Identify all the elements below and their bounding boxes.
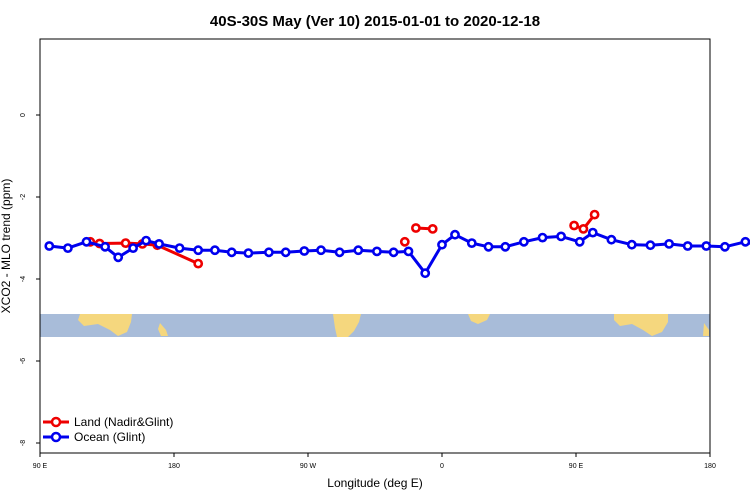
ocean-data-point: [437, 239, 447, 250]
ocean-data-point: [243, 248, 254, 258]
ocean-data-point: [626, 239, 637, 250]
y-tick-label: -6: [20, 358, 27, 364]
land-data-point: [569, 220, 579, 231]
ocean-data-point: [483, 241, 494, 252]
map-land-australia-repeat: [614, 314, 668, 336]
ocean-data-point: [388, 247, 399, 258]
map-land-africa: [468, 314, 490, 324]
y-tick-label: -2: [20, 194, 27, 200]
legend-ocean-marker: [50, 431, 62, 443]
y-tick-label: -8: [20, 440, 27, 446]
y-axis-label: XCO2 - MLO trend (ppm): [0, 179, 13, 314]
ocean-data-point: [154, 238, 164, 249]
x-tick-label: 180: [168, 463, 180, 470]
legend-land-marker: [50, 416, 62, 428]
ocean-data-point: [226, 247, 237, 258]
map-land-new-zealand-repeat: [703, 323, 709, 336]
ocean-data-point: [420, 268, 431, 279]
legend: Land (Nadir&Glint) Ocean (Glint): [43, 415, 173, 444]
y-tick-label: 0: [20, 113, 27, 117]
map-strip: [40, 314, 710, 337]
ocean-data-point: [537, 232, 548, 243]
ocean-data-point: [450, 229, 460, 240]
land-data-point: [399, 236, 410, 247]
ocean-series-line: [49, 231, 750, 275]
ocean-data-point: [299, 246, 310, 256]
legend-land-label: Land (Nadir&Glint): [74, 415, 173, 429]
ocean-data-point: [664, 238, 674, 249]
ocean-data-point: [174, 243, 185, 253]
land-data-point: [427, 223, 438, 234]
map-land-australia: [78, 314, 132, 336]
ocean-data-point: [113, 252, 124, 263]
ocean-data-point: [740, 236, 750, 247]
ocean-data-point: [128, 243, 138, 253]
ocean-data-point: [403, 246, 414, 257]
ocean-data-point: [701, 241, 712, 251]
x-tick-label: 0: [440, 463, 444, 470]
map-ocean-band: [40, 314, 710, 337]
legend-ocean-label: Ocean (Glint): [74, 430, 145, 444]
ocean-data-point: [353, 245, 364, 256]
y-axis: -8 -6 -4 -2 0: [20, 113, 40, 446]
land-data-point: [589, 209, 600, 220]
series-layer: [44, 209, 750, 279]
land-data-point: [120, 238, 131, 248]
land-data-point: [410, 223, 421, 233]
ocean-data-point: [606, 234, 617, 245]
ocean-data-point: [100, 241, 110, 252]
x-tick-label: 90 E: [569, 463, 584, 470]
land-data-point: [193, 258, 204, 269]
ocean-data-point: [209, 245, 220, 256]
ocean-data-point: [720, 241, 730, 252]
ocean-data-point: [500, 241, 511, 252]
x-tick-label: 90 W: [300, 463, 317, 470]
ocean-data-point: [466, 238, 477, 248]
x-tick-label: 180: [704, 463, 716, 470]
x-axis: 90 E 180 90 W 0 90 E 180: [33, 453, 716, 470]
ocean-data-point: [193, 245, 204, 256]
chart-title: 40S-30S May (Ver 10) 2015-01-01 to 2020-…: [210, 13, 540, 30]
y-tick-label: -4: [20, 276, 27, 282]
ocean-data-point: [682, 241, 693, 251]
ocean-data-point: [263, 247, 274, 258]
ocean-data-point: [81, 236, 92, 247]
x-axis-label: Longitude (deg E): [327, 476, 422, 490]
land-data-point: [578, 223, 589, 234]
ocean-data-point: [44, 241, 55, 251]
x-tick-label: 90 E: [33, 463, 48, 470]
ocean-data-point: [574, 236, 585, 247]
ocean-data-point: [371, 246, 382, 257]
ocean-data-point: [645, 240, 656, 251]
ocean-data-point: [519, 236, 529, 247]
ocean-data-point: [334, 247, 345, 258]
map-land-new-zealand: [158, 323, 168, 336]
ocean-data-point: [556, 231, 566, 242]
map-land-south-america: [333, 314, 361, 337]
ocean-data-point: [316, 245, 326, 256]
ocean-data-point: [587, 227, 598, 238]
ocean-data-point: [280, 247, 291, 258]
ocean-data-point: [141, 235, 151, 246]
ocean-data-point: [63, 243, 73, 253]
